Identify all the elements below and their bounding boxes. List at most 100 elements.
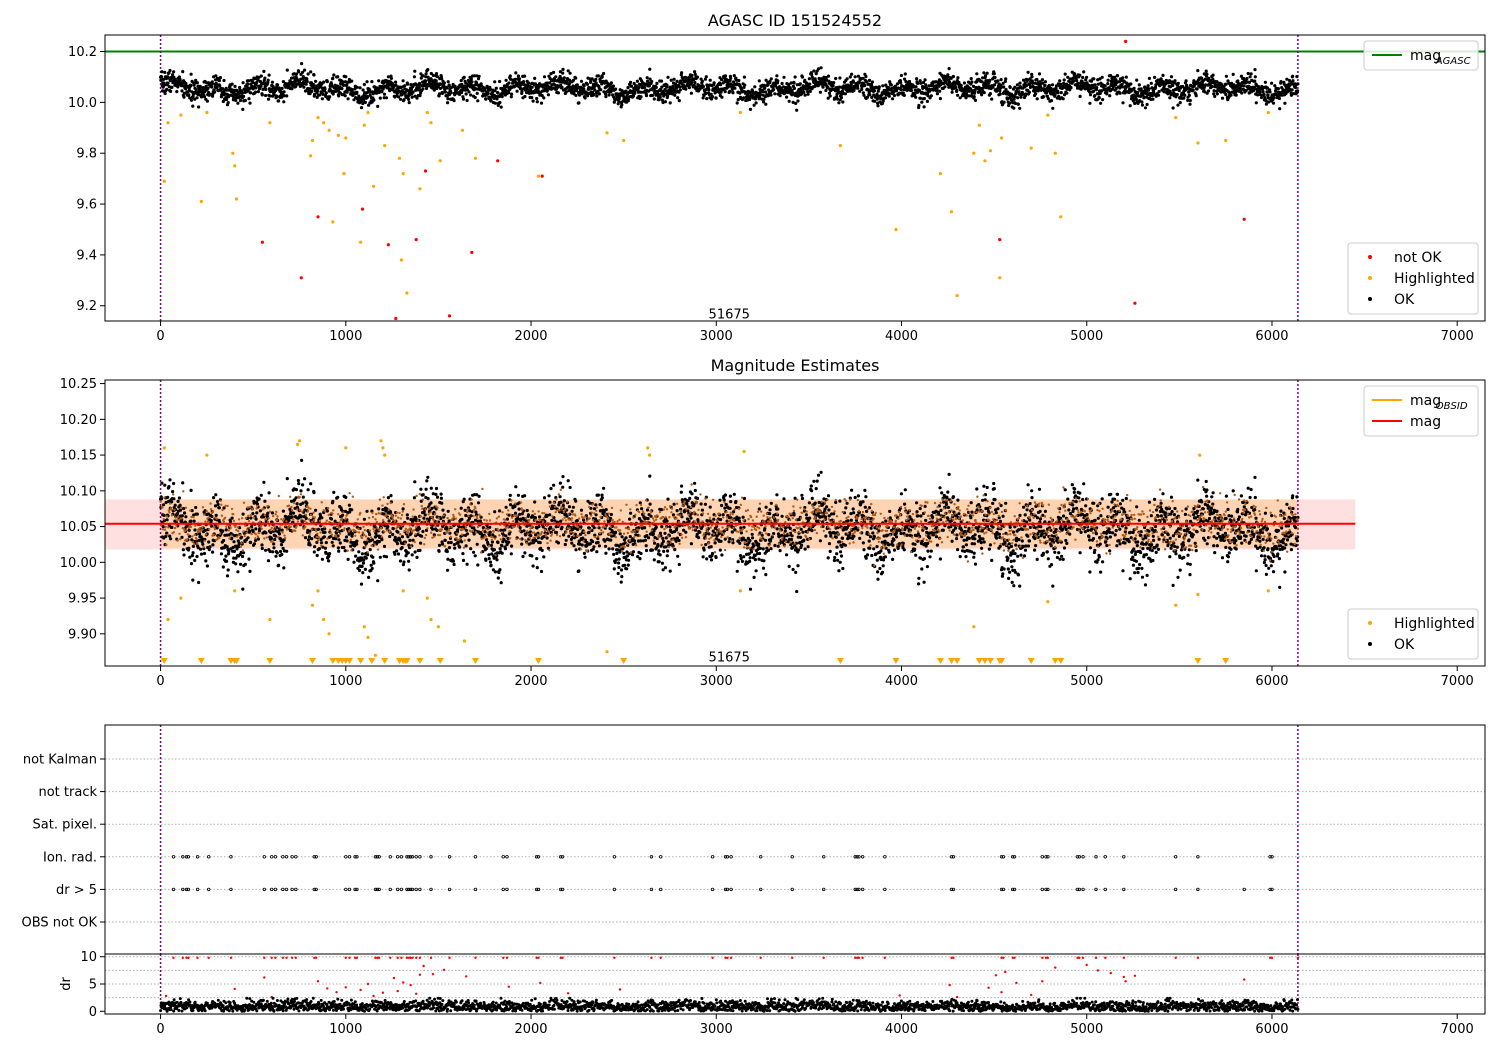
ok-point xyxy=(1231,72,1235,76)
ok-point xyxy=(498,509,502,513)
ok-point xyxy=(303,536,308,540)
ok-point xyxy=(336,546,340,550)
ok-point xyxy=(301,483,305,487)
ok-point xyxy=(458,545,462,549)
ok-point xyxy=(812,69,816,73)
ok-point xyxy=(347,503,351,507)
ok-point xyxy=(240,91,244,95)
ok-point xyxy=(684,87,688,91)
ok-point xyxy=(590,77,594,81)
ok-point xyxy=(359,106,364,110)
ok-point xyxy=(545,81,550,85)
ok-point xyxy=(184,515,188,519)
ok-point xyxy=(400,546,404,550)
ok-point xyxy=(406,82,410,86)
ok-point xyxy=(202,95,207,99)
ok-point xyxy=(415,555,419,560)
ok-point xyxy=(782,75,786,79)
ok-point xyxy=(1085,75,1089,79)
ok-point xyxy=(341,513,345,517)
ok-point xyxy=(285,477,289,481)
ok-point xyxy=(248,101,252,105)
ok-point xyxy=(494,86,498,90)
ok-point xyxy=(162,513,166,518)
ok-point xyxy=(689,91,694,95)
ok-point xyxy=(295,502,299,506)
ok-point xyxy=(1050,83,1055,87)
ok-point xyxy=(719,90,723,94)
ok-point xyxy=(564,538,568,542)
ok-point xyxy=(247,557,251,561)
ok-point xyxy=(272,542,276,546)
ok-point xyxy=(535,557,539,561)
ok-point xyxy=(282,90,286,94)
ok-point xyxy=(423,79,428,83)
ok-point xyxy=(396,552,401,556)
ok-point xyxy=(260,546,264,551)
ok-point xyxy=(1263,80,1267,84)
ok-point xyxy=(568,71,572,75)
ok-point xyxy=(657,98,661,102)
ok-point xyxy=(693,70,697,74)
ok-point xyxy=(230,536,234,540)
ok-point xyxy=(1037,72,1042,76)
ok-point xyxy=(680,82,684,86)
ok-point xyxy=(1296,89,1300,93)
ok-point xyxy=(488,87,492,91)
ok-point xyxy=(500,544,504,548)
ok-point xyxy=(695,75,700,79)
ok-point xyxy=(723,90,727,94)
ok-point xyxy=(879,97,883,101)
highlighted-point xyxy=(233,164,237,168)
ok-point xyxy=(304,82,308,86)
ok-point xyxy=(1092,77,1096,81)
ok-point xyxy=(204,559,208,563)
ok-point xyxy=(510,92,514,96)
ok-point xyxy=(577,569,581,573)
ok-point xyxy=(443,90,447,94)
legend-label: OK xyxy=(1394,292,1415,308)
ok-point xyxy=(530,554,534,558)
ok-point xyxy=(969,77,973,81)
ok-point xyxy=(514,485,518,489)
ok-point xyxy=(535,566,539,570)
x-tick-label: 2000 xyxy=(514,329,547,344)
ok-point xyxy=(459,79,463,83)
ok-point xyxy=(709,92,713,96)
ok-point xyxy=(387,83,391,87)
ok-point xyxy=(316,89,320,93)
ok-point xyxy=(367,575,371,580)
ok-point xyxy=(975,72,979,76)
ok-point xyxy=(249,91,253,95)
ok-point xyxy=(504,78,508,82)
ok-point xyxy=(853,75,857,79)
ok-point xyxy=(857,80,862,84)
ok-point xyxy=(285,94,289,98)
ok-point xyxy=(737,78,741,83)
ok-point xyxy=(342,545,346,550)
ok-point xyxy=(337,94,341,98)
highlighted-point xyxy=(327,128,331,132)
highlighted-point xyxy=(436,625,440,629)
ok-point xyxy=(485,538,489,542)
ok-point xyxy=(1082,70,1086,74)
ok-point xyxy=(426,497,430,501)
ok-point xyxy=(435,495,440,499)
ok-point xyxy=(170,85,174,89)
ok-point xyxy=(516,493,521,497)
ok-point xyxy=(1175,92,1179,97)
ok-point xyxy=(959,83,963,88)
ok-point xyxy=(419,91,423,95)
highlighted-point xyxy=(379,439,383,443)
highlighted-point xyxy=(738,589,743,593)
ok-point xyxy=(440,91,444,95)
ok-point xyxy=(541,525,545,529)
ok-point xyxy=(446,80,450,84)
ok-point xyxy=(187,93,191,97)
ok-point xyxy=(604,95,608,99)
highlighted-point xyxy=(366,110,370,115)
ok-point xyxy=(359,582,364,586)
highlighted-point xyxy=(1053,151,1057,155)
ok-point xyxy=(225,559,229,563)
ok-point xyxy=(580,92,584,96)
